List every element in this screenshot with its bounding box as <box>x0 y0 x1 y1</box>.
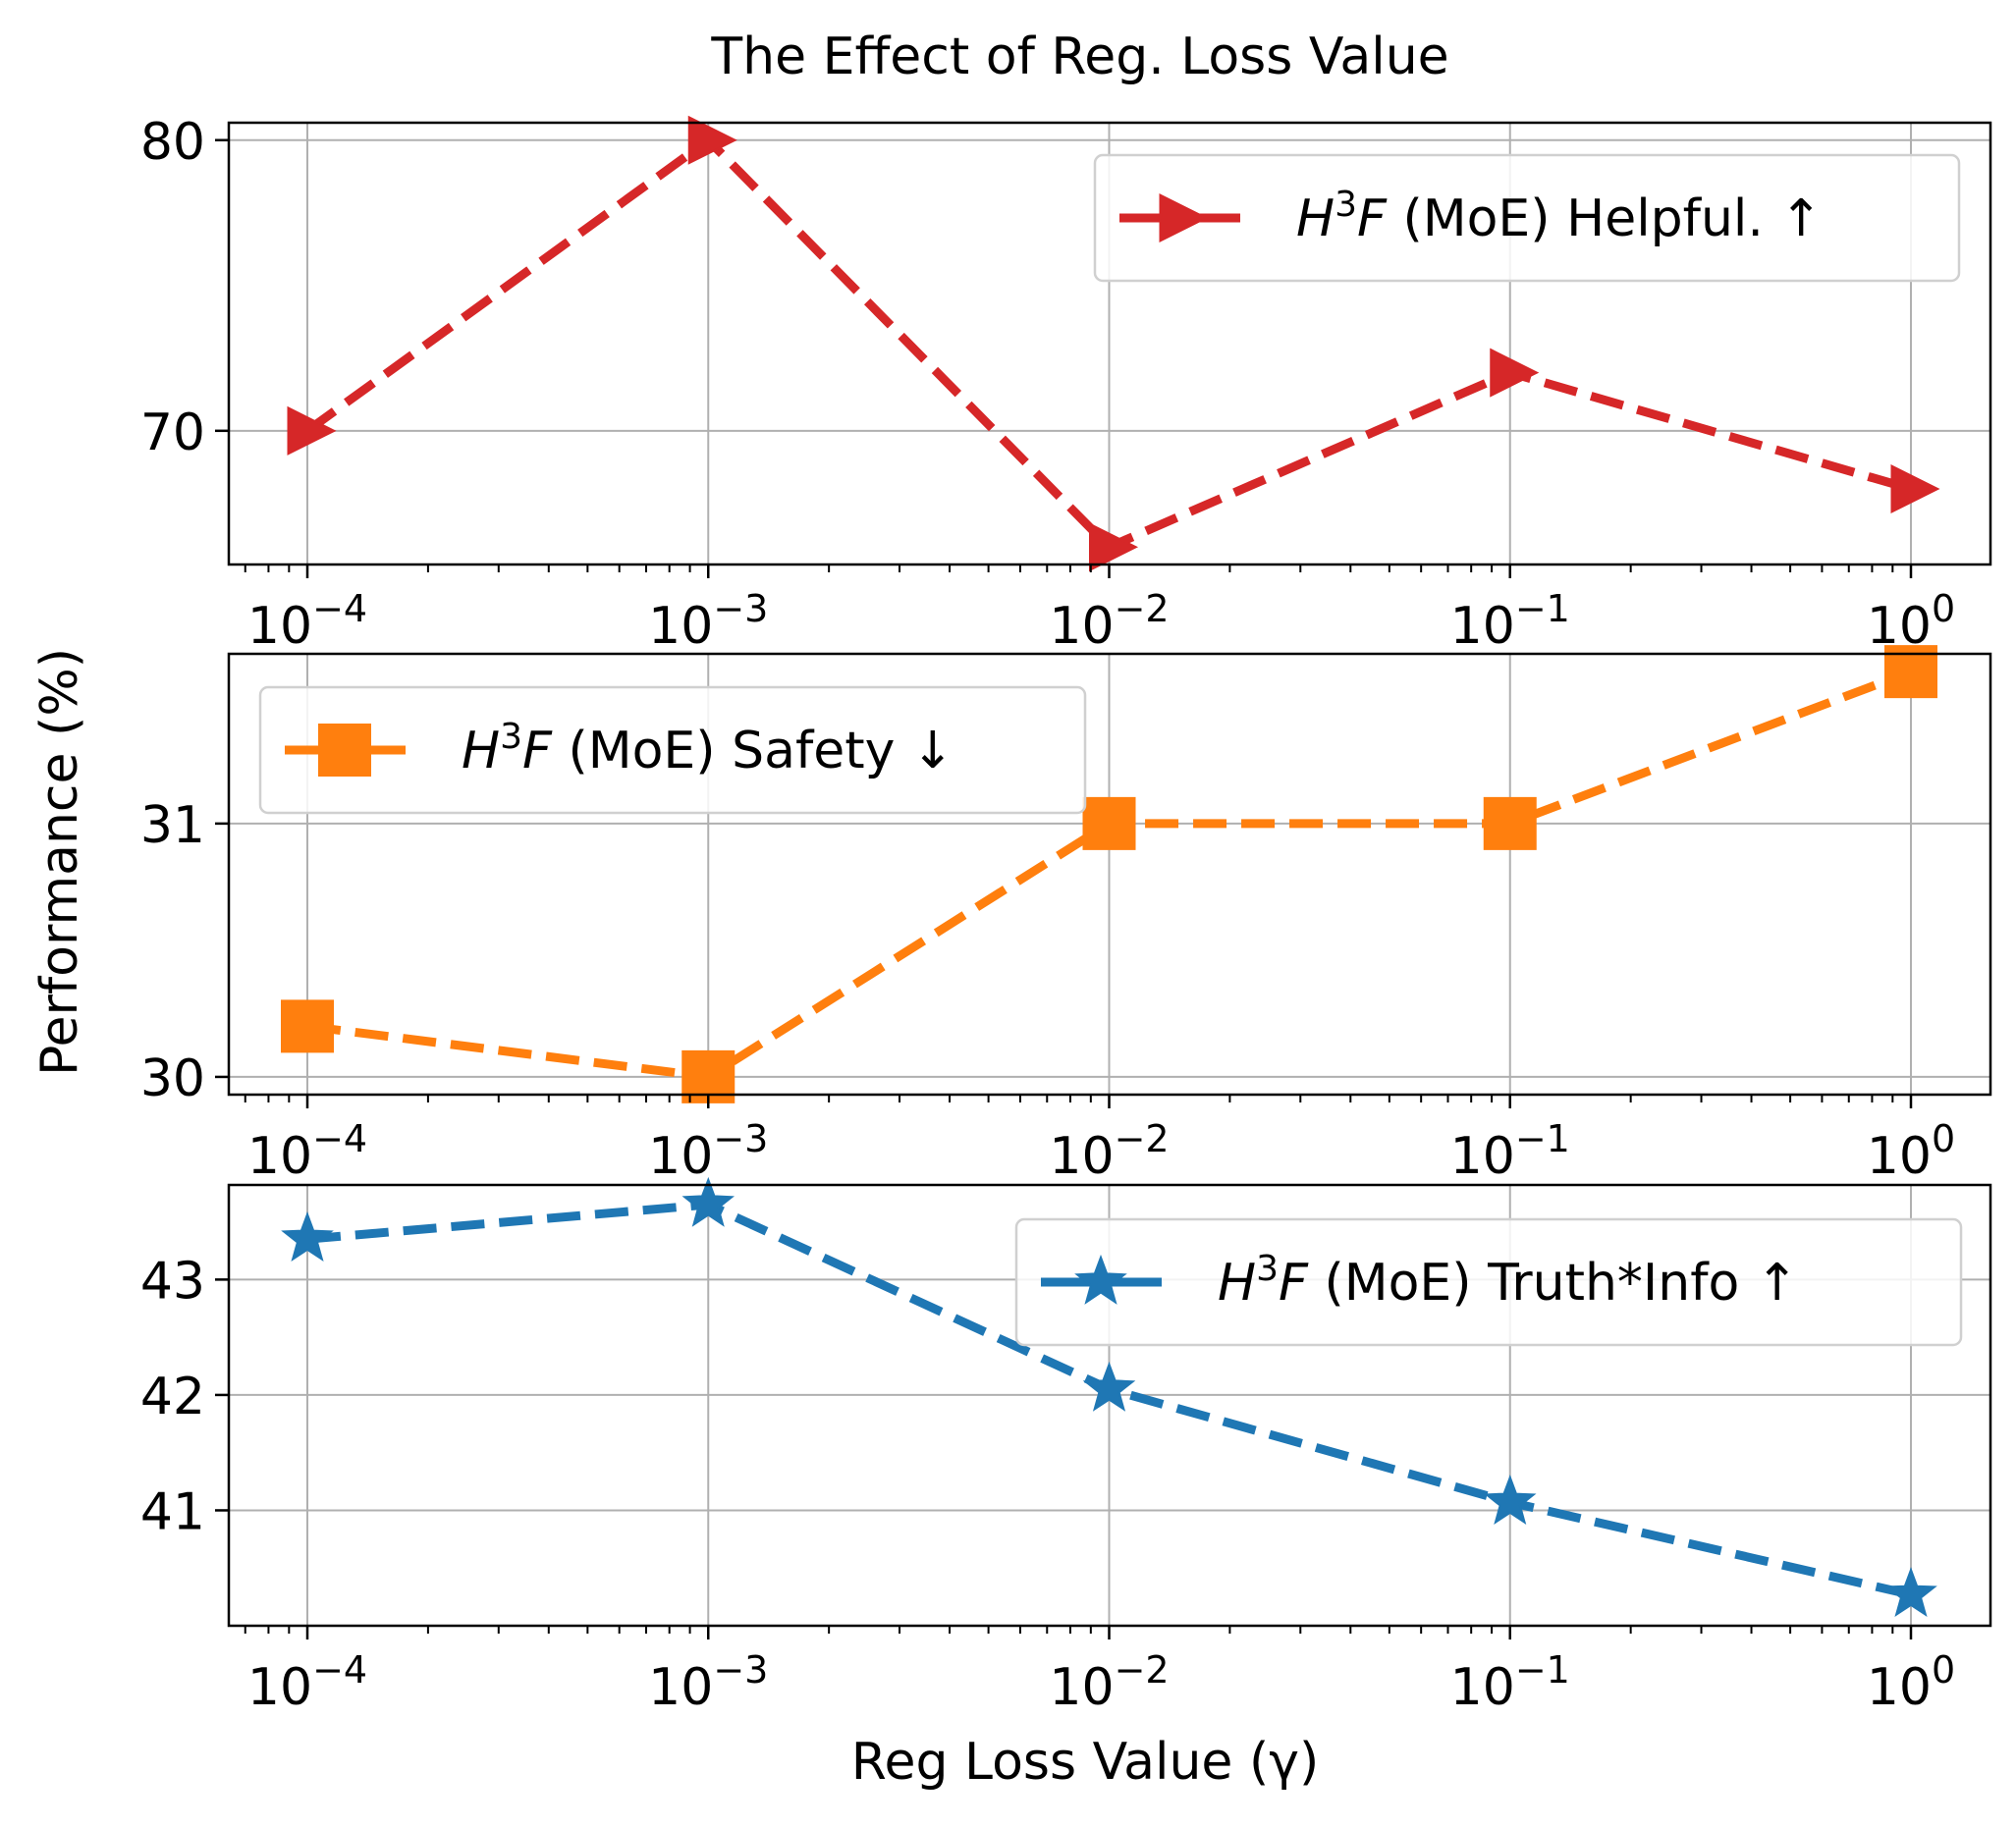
x-tick-label: 10−2 <box>1049 587 1169 656</box>
data-point-safety <box>681 1049 736 1103</box>
legend-marker <box>1074 1254 1127 1305</box>
x-tick-label: 10−3 <box>648 1117 768 1186</box>
data-point-helpful <box>687 115 737 165</box>
x-tick-label: 10−1 <box>1450 1648 1570 1717</box>
legend-safety: H3F (MoE) Safety ↓ <box>258 685 1087 815</box>
data-point-helpful <box>1890 464 1940 514</box>
chart-title: The Effect of Reg. Loss Value <box>710 27 1448 86</box>
legend-box <box>1014 1217 1963 1347</box>
x-tick-label: 10−4 <box>247 587 367 656</box>
x-tick-label: 100 <box>1867 1648 1955 1717</box>
x-tick-label: 10−3 <box>648 1648 768 1717</box>
y-tick-label: 31 <box>140 796 205 855</box>
subplot-truthinfo: 41 42 43 10−4 10−3 10−2 10−1 100 H3F (MoE) Truth… <box>140 1176 1992 1717</box>
subplot-safety: 30 31 10−4 10−3 10−2 10−1 100 H3F (MoE) Safety … <box>140 645 1992 1186</box>
data-point-truthinfo <box>1483 1475 1537 1526</box>
legend-truthinfo: H3F (MoE) Truth*Info ↑ <box>1014 1217 1963 1347</box>
x-tick-label: 10−4 <box>247 1648 367 1717</box>
data-point-safety <box>1082 796 1136 850</box>
legend-label: H3F (MoE) Helpful. ↑ <box>1296 185 1823 248</box>
y-tick-label: 41 <box>140 1482 205 1541</box>
x-tick-label: 100 <box>1867 1117 1955 1186</box>
y-tick-label: 43 <box>140 1252 205 1311</box>
x-tick-label: 10−2 <box>1049 1648 1169 1717</box>
data-point-safety <box>281 999 334 1053</box>
legend-helpful: H3F (MoE) Helpful. ↑ <box>1093 153 1961 283</box>
data-point-safety <box>1884 645 1937 699</box>
y-tick-label: 30 <box>140 1049 205 1108</box>
legend-label: H3F (MoE) Safety ↓ <box>462 717 954 780</box>
x-tick-label: 10−4 <box>247 1117 367 1186</box>
x-axis-label: Reg Loss Value (γ) <box>851 1733 1320 1792</box>
y-axis-label: Performance (%) <box>30 648 89 1076</box>
data-point-helpful <box>1089 522 1139 572</box>
x-tick-label: 10−1 <box>1450 1117 1570 1186</box>
x-tick-label: 10−1 <box>1450 587 1570 656</box>
x-tick-label: 10−3 <box>648 587 768 656</box>
x-tick-label: 10−2 <box>1049 1117 1169 1186</box>
data-point-helpful <box>287 405 337 456</box>
data-point-truthinfo <box>681 1176 736 1227</box>
legend-box <box>258 685 1087 815</box>
legend-box <box>1093 153 1961 283</box>
y-tick-label: 70 <box>140 403 205 462</box>
legend-label: H3F (MoE) Truth*Info ↑ <box>1218 1249 1798 1313</box>
legend-marker <box>318 724 371 777</box>
data-point-safety <box>1483 796 1537 850</box>
data-point-truthinfo <box>281 1211 334 1263</box>
data-point-helpful <box>1490 348 1540 398</box>
y-tick-label: 42 <box>140 1368 205 1426</box>
legend-marker <box>1159 192 1209 243</box>
data-point-truthinfo <box>1884 1567 1937 1618</box>
y-tick-label: 80 <box>140 113 205 172</box>
data-point-truthinfo <box>1082 1361 1136 1412</box>
